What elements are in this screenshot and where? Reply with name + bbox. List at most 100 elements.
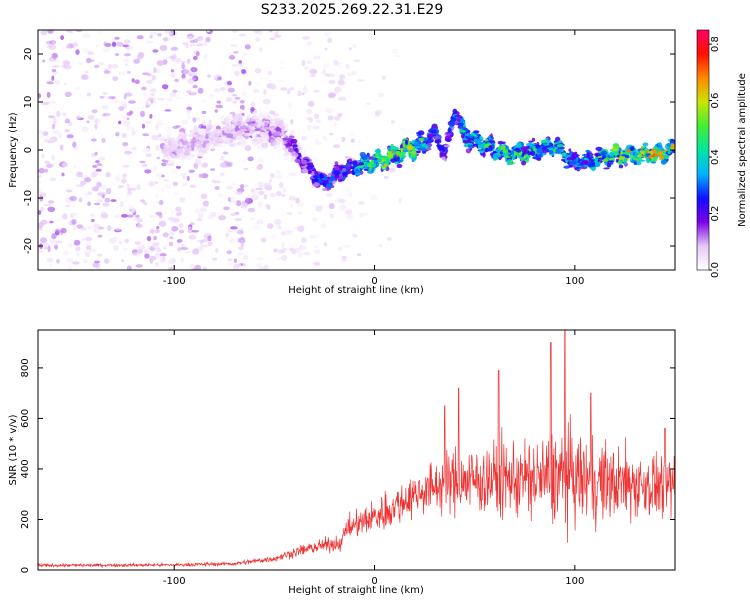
spectrogram-point xyxy=(118,120,122,125)
spectrogram-point xyxy=(555,148,560,154)
spectrogram-point xyxy=(235,130,242,137)
spectrogram-point xyxy=(240,227,244,234)
spectrogram-point xyxy=(231,63,238,68)
spectrogram-point xyxy=(149,113,153,119)
colorbar-tick-label: 0.2 xyxy=(710,206,721,222)
spectrogram-point xyxy=(634,152,639,159)
spectrogram-point xyxy=(56,110,61,118)
spectrogram-point xyxy=(467,144,473,148)
spectrogram-point xyxy=(301,237,307,244)
spectrogram-point xyxy=(165,104,169,107)
spectrogram-point xyxy=(446,131,453,136)
spectrogram-point xyxy=(595,146,603,151)
spectrogram-point xyxy=(98,156,106,161)
spectrogram-point xyxy=(315,205,323,212)
spectrogram-point xyxy=(154,200,161,204)
spectrogram-point xyxy=(96,253,103,257)
spectrogram-point xyxy=(170,73,176,79)
spectrogram-point xyxy=(321,177,329,181)
spectrogram-point xyxy=(233,122,237,127)
spectrogram-point xyxy=(416,150,421,154)
spectrogram-point xyxy=(261,126,265,131)
spectrogram-point xyxy=(196,145,203,149)
spectrogram-point xyxy=(115,41,124,47)
spectrogram-point xyxy=(434,139,442,144)
spectrogram-point xyxy=(90,213,95,217)
spectrogram-point xyxy=(232,263,240,270)
spectrogram-point xyxy=(103,258,110,264)
spectrogram-point xyxy=(115,53,120,56)
spectrogram-point xyxy=(333,122,337,128)
spectrogram-point xyxy=(338,78,345,82)
spectrogram-point xyxy=(48,263,53,268)
spectrogram-point xyxy=(252,111,258,115)
spectrogram-point xyxy=(521,154,525,157)
spectrogram-point xyxy=(393,152,396,156)
spectrogram-point xyxy=(536,158,542,161)
spectrogram-point xyxy=(175,212,180,217)
spectrogram-point xyxy=(63,60,70,67)
spectrogram-point xyxy=(141,123,146,129)
spectrogram-point xyxy=(220,172,224,177)
spectrogram-point xyxy=(667,147,670,151)
spectrogram-point xyxy=(214,186,220,190)
spectrogram-point xyxy=(60,227,67,234)
spectrogram-point xyxy=(44,160,51,165)
spectrogram-point xyxy=(527,151,533,156)
spectrogram-point xyxy=(313,89,320,93)
spectrogram-point xyxy=(393,156,401,162)
spectrogram-point xyxy=(288,135,295,139)
spectrogram-point xyxy=(95,160,100,164)
spectrogram-point xyxy=(114,36,120,40)
spectrogram-point xyxy=(320,182,327,186)
spectrogram-point xyxy=(65,189,73,193)
spectrogram-point xyxy=(117,100,125,106)
spectrogram-point xyxy=(61,162,68,168)
spectrogram-point xyxy=(402,144,406,148)
spectrogram-point xyxy=(80,180,87,186)
colorbar-tick-label: 0.0 xyxy=(710,262,721,278)
spectrogram-point xyxy=(186,114,191,120)
spectrogram-point xyxy=(257,201,264,208)
spectrogram-point xyxy=(491,144,495,150)
spectrogram-point xyxy=(642,142,649,147)
spectrogram-point xyxy=(225,50,231,56)
spectrogram-point xyxy=(363,154,368,160)
spectrogram-point xyxy=(136,223,144,229)
snr-frame xyxy=(37,329,676,571)
spectrogram-point xyxy=(391,48,399,54)
spectrogram-point xyxy=(196,218,203,222)
spectrogram-point xyxy=(504,156,511,159)
spectrogram-x-tick-label: 0 xyxy=(371,276,377,287)
spectrogram-point xyxy=(283,147,288,152)
spectrogram-point xyxy=(173,192,180,195)
spectrogram-point xyxy=(192,55,198,61)
spectrogram-point xyxy=(176,148,183,154)
spectrogram-point xyxy=(304,66,309,70)
spectrogram-point xyxy=(256,219,264,225)
spectrogram-point xyxy=(349,166,355,170)
spectrogram-point xyxy=(228,55,236,60)
spectrogram-point xyxy=(277,79,285,83)
spectrogram-point xyxy=(300,245,307,250)
spectrogram-point xyxy=(324,31,331,38)
spectrogram-point xyxy=(46,44,53,49)
spectrogram-point xyxy=(290,138,298,144)
spectrogram-point xyxy=(239,100,245,104)
spectrogram-point xyxy=(281,194,286,198)
spectrogram-point xyxy=(202,120,207,126)
spectrogram-point xyxy=(257,149,262,152)
spectrogram-point xyxy=(233,51,239,54)
spectrogram-point xyxy=(78,62,83,65)
spectrogram-point xyxy=(186,175,190,182)
spectrogram-point xyxy=(323,136,328,142)
spectrogram-point xyxy=(40,237,47,244)
spectrogram-point xyxy=(84,249,92,254)
spectrogram-point xyxy=(278,181,284,189)
spectrogram-point xyxy=(310,74,316,78)
spectrogram-point xyxy=(313,182,320,187)
spectrogram-point xyxy=(357,168,360,171)
spectrogram-point xyxy=(289,129,296,134)
spectrogram-point xyxy=(325,108,330,113)
spectrogram-point xyxy=(182,173,188,180)
